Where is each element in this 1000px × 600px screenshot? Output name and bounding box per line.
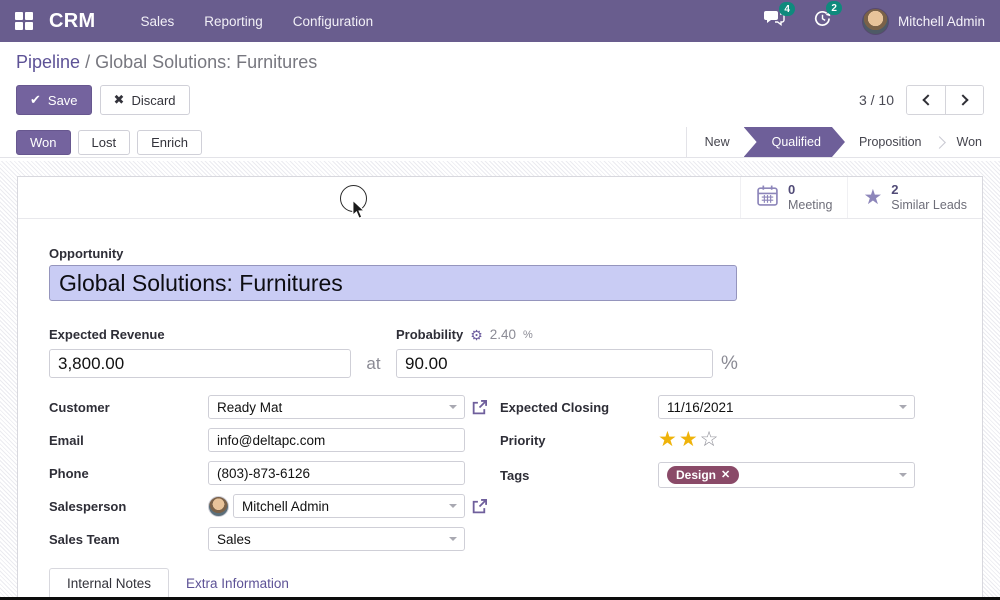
user-avatar: [861, 7, 889, 35]
calendar-icon: [756, 184, 779, 212]
salesperson-select[interactable]: Mitchell Admin: [233, 494, 465, 518]
meeting-count: 0: [787, 182, 796, 198]
notebook-tabs: Internal Notes Extra Information: [49, 568, 306, 597]
expected-revenue-input[interactable]: [49, 349, 351, 378]
stage-qualified[interactable]: Qualified: [744, 127, 845, 157]
salesperson-avatar: [208, 495, 229, 517]
tab-extra-information[interactable]: Extra Information: [186, 576, 289, 591]
form-sheet: 0 Meeting ★ 2 Similar Leads Opportunity …: [17, 176, 983, 600]
tab-internal-notes[interactable]: Internal Notes: [49, 568, 170, 597]
chevron-down-icon: [449, 405, 457, 409]
chevron-down-icon: [899, 405, 907, 409]
breadcrumb-separator: /: [85, 52, 91, 72]
priority-stars[interactable]: ★★☆: [658, 429, 720, 451]
probability-input[interactable]: [396, 349, 713, 378]
priority-label: Priority: [500, 432, 546, 448]
phone-input[interactable]: [208, 461, 465, 485]
breadcrumb-current: Global Solutions: Furnitures: [95, 52, 318, 72]
won-button[interactable]: Won: [16, 129, 71, 155]
pager-next-button[interactable]: [945, 86, 983, 114]
discard-button[interactable]: ✖ Discard: [99, 85, 190, 115]
chevron-down-icon: [449, 537, 457, 541]
check-icon: ✔: [30, 92, 41, 107]
user-menu[interactable]: Mitchell Admin: [861, 7, 985, 35]
star-icon: ★: [863, 186, 883, 209]
fields-left-column: Customer Ready Mat Email: [49, 395, 500, 560]
save-button[interactable]: ✔ Save: [16, 85, 92, 115]
salesperson-external-link-icon[interactable]: [471, 498, 488, 515]
activities-badge: 2: [826, 1, 842, 15]
tags-select[interactable]: Design ✕: [658, 462, 915, 488]
lost-button[interactable]: Lost: [77, 129, 131, 155]
pager-previous-button[interactable]: [907, 86, 945, 114]
similar-leads-label: Similar Leads: [891, 197, 967, 212]
nav-menu-configuration[interactable]: Configuration: [292, 13, 374, 29]
nav-menu-reporting[interactable]: Reporting: [204, 13, 263, 29]
pager: 3 / 10: [859, 85, 984, 115]
at-label: at: [366, 353, 381, 373]
tags-label: Tags: [500, 467, 530, 483]
stage-pipeline: New Qualified Proposition Won: [685, 127, 1000, 157]
phone-label: Phone: [49, 465, 89, 481]
chevron-down-icon: [449, 504, 457, 508]
tag-remove-icon[interactable]: ✕: [721, 468, 731, 481]
control-panel: Pipeline / Global Solutions: Furnitures …: [0, 42, 1000, 115]
close-icon: ✖: [113, 92, 125, 107]
activities-button[interactable]: 2: [813, 1, 842, 33]
email-label: Email: [49, 432, 84, 448]
breadcrumb: Pipeline / Global Solutions: Furnitures: [16, 52, 984, 73]
similar-leads-stat-button[interactable]: ★ 2 Similar Leads: [847, 177, 982, 218]
top-navbar: CRM Sales Reporting Configuration 4 2 Mi…: [0, 0, 1000, 42]
probability-auto-percent: %: [523, 328, 533, 341]
star-empty-icon[interactable]: ☆: [699, 428, 721, 451]
app-name[interactable]: CRM: [49, 9, 96, 32]
tag-design[interactable]: Design ✕: [667, 466, 740, 484]
messages-button[interactable]: 4: [763, 2, 795, 32]
pager-count: 3 / 10: [858, 92, 894, 108]
user-name: Mitchell Admin: [897, 13, 985, 29]
probability-label: Probability: [396, 327, 464, 342]
gear-icon[interactable]: ⚙: [470, 326, 483, 343]
expected-revenue-label: Expected Revenue: [49, 327, 165, 342]
similar-leads-count: 2: [891, 182, 899, 198]
stage-new[interactable]: New: [704, 135, 730, 149]
chevron-left-icon: [921, 94, 934, 106]
sales-team-label: Sales Team: [49, 531, 120, 547]
chevron-down-icon: [899, 473, 907, 477]
customer-label: Customer: [49, 399, 110, 415]
breadcrumb-pipeline-link[interactable]: Pipeline: [16, 52, 81, 72]
salesperson-label: Salesperson: [49, 498, 127, 514]
statusbar: Won Lost Enrich New Qualified Propositio…: [0, 127, 1000, 158]
button-box: 0 Meeting ★ 2 Similar Leads: [18, 177, 982, 219]
percent-label: %: [721, 352, 738, 374]
star-filled-icon[interactable]: ★★: [658, 428, 700, 451]
stage-proposition[interactable]: Proposition: [858, 135, 922, 149]
status-buttons: Won Lost Enrich: [16, 127, 202, 157]
nav-menu-sales[interactable]: Sales: [140, 13, 175, 29]
apps-menu-icon[interactable]: [15, 12, 33, 30]
control-panel-buttons: ✔ Save ✖ Discard 3 / 10: [16, 85, 984, 115]
pager-buttons: [906, 85, 984, 115]
email-input[interactable]: [208, 428, 465, 452]
stage-won[interactable]: Won: [956, 135, 982, 149]
meeting-label: Meeting: [787, 197, 833, 212]
fields-right-column: Expected Closing 11/16/2021 Priority ★★☆…: [500, 395, 951, 560]
opportunity-title-input[interactable]: Global Solutions: Furnitures: [49, 265, 737, 301]
navbar-right: 4 2 Mitchell Admin: [749, 1, 985, 35]
enrich-button[interactable]: Enrich: [137, 129, 202, 155]
gif-progress-bar: [0, 597, 1000, 600]
meeting-stat-button[interactable]: 0 Meeting: [739, 177, 847, 218]
opportunity-label: Opportunity: [49, 246, 124, 261]
customer-external-link-icon[interactable]: [471, 399, 488, 416]
customer-select[interactable]: Ready Mat: [208, 395, 465, 419]
form-body: Opportunity Global Solutions: Furnitures…: [18, 219, 982, 560]
form-background: 0 Meeting ★ 2 Similar Leads Opportunity …: [0, 161, 1000, 600]
probability-auto-value: 2.40: [489, 327, 517, 342]
chevron-right-icon: [957, 94, 969, 106]
expected-closing-label: Expected Closing: [500, 399, 610, 415]
messages-badge: 4: [779, 2, 795, 16]
expected-closing-date-select[interactable]: 11/16/2021: [658, 395, 915, 419]
sales-team-select[interactable]: Sales: [208, 527, 465, 551]
